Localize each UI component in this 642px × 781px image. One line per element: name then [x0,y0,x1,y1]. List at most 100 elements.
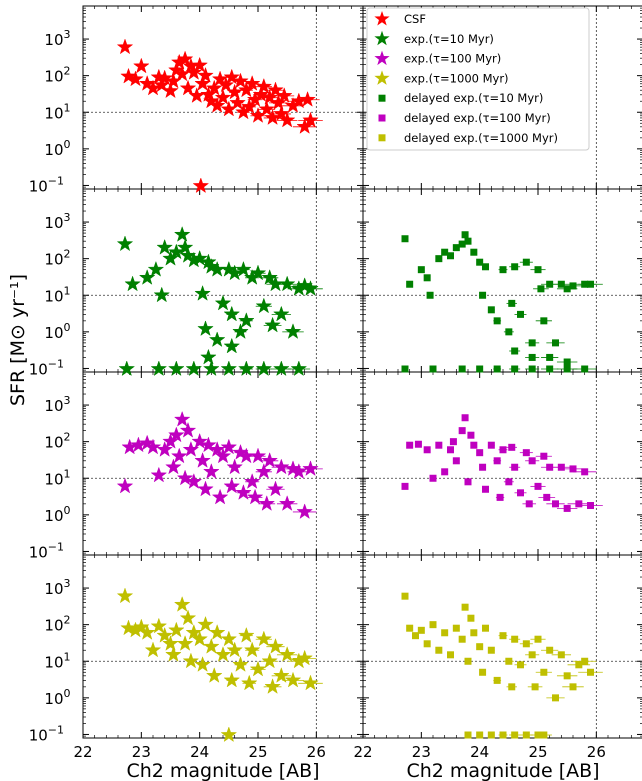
data-point [176,50,194,67]
data-point [179,609,197,626]
data-point [208,97,226,113]
legend-label: delayed exp.(τ=1000 Myr) [404,131,558,145]
data-point [493,457,501,465]
data-point [467,431,475,439]
data-point [508,683,516,691]
y-tick-label: 101 [44,284,70,305]
x-tick-label: 26 [307,743,326,761]
y-tick-exponent: 0 [64,138,71,151]
x-axis-label-left: Ch2 magnitude [AB] [126,760,319,781]
data-point [261,269,279,285]
data-point [537,285,545,293]
data-point [179,79,197,96]
data-point [569,282,577,290]
y-tick-label: 102 [44,248,70,269]
data-point [511,263,519,271]
data-point [557,280,565,288]
data-point [156,441,174,457]
data-point [272,305,290,322]
data-point [528,365,536,373]
data-point [461,231,469,239]
data-point [191,432,209,449]
data-point [229,94,246,110]
data-point [173,225,191,242]
x-tick-label: 25 [248,743,267,761]
data-point [176,469,194,486]
data-point [162,432,179,449]
data-point [546,280,554,288]
data-point [429,474,437,482]
data-point [482,624,489,632]
data-point [493,676,501,684]
data-point [557,463,565,471]
data-point [258,100,276,117]
data-point [522,449,530,457]
data-point [185,624,203,640]
data-point [116,587,134,604]
y-tick-label: 100 [44,138,70,159]
data-point [202,463,220,479]
data-point [165,646,182,662]
data-point [170,447,188,464]
data-point [435,255,443,263]
y-tick-label: 101 [44,101,70,122]
data-point [235,484,252,500]
data-point [487,441,495,449]
legend: CSF exp.(τ=10 Myr) exp.(τ=100 Myr) exp.(τ=1… [366,7,590,151]
x-tick-label: 24 [470,743,489,761]
data-point [508,443,516,451]
y-tick-label: 10−1 [29,540,64,561]
data-point [552,339,559,347]
data-point [493,317,501,325]
data-point [414,440,422,448]
series-0 [116,38,323,194]
data-point [563,358,571,366]
data-point [200,86,217,102]
data-point [191,56,209,73]
data-point [546,353,554,361]
data-point [476,643,484,651]
data-point [232,323,249,339]
data-point [214,646,232,662]
legend-label: delayed exp.(τ=100 Myr) [404,111,551,125]
data-point [208,624,226,640]
data-point [261,452,279,468]
data-point [255,77,273,94]
data-point [546,463,554,471]
data-point [302,460,319,476]
series-3 [116,587,323,743]
data-point [511,731,519,739]
data-point [476,731,484,739]
data-point [197,320,214,337]
data-point [447,252,454,260]
series-1 [116,225,323,377]
data-point [165,458,182,475]
data-point [479,291,487,299]
data-point [258,495,276,511]
legend-marker [374,30,390,46]
y-tick-label: 10−1 [29,174,64,195]
y-tick-exponent: 3 [64,577,71,590]
data-point [464,731,472,739]
data-point [534,635,542,643]
data-point [528,339,536,347]
data-point [447,446,454,454]
legend-label: CSF [404,12,426,26]
data-point [120,67,137,84]
data-point [205,667,223,683]
legend-marker [378,94,386,102]
data-point [194,284,211,301]
y-tick-label: 103 [44,394,70,415]
data-point [401,235,409,243]
data-point [214,294,232,311]
legend-item-0: CSF [374,11,426,26]
data-point [522,731,530,739]
data-point [173,595,191,612]
data-point [534,266,542,274]
data-point [226,458,244,475]
data-point [197,480,214,497]
data-point [226,83,244,100]
data-point [479,463,487,471]
data-point [406,624,414,632]
data-point [525,500,533,508]
